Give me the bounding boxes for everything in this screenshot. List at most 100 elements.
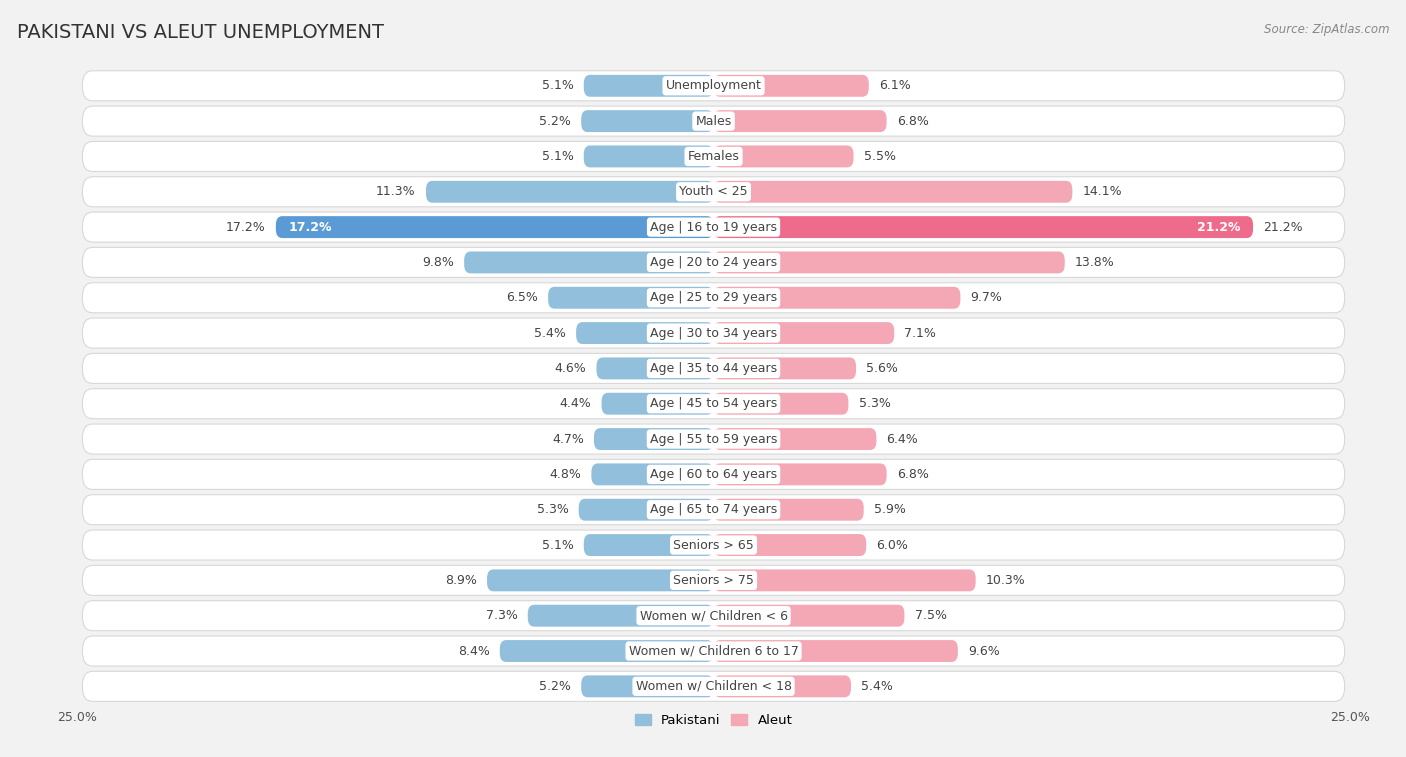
FancyBboxPatch shape — [714, 534, 866, 556]
Text: Age | 16 to 19 years: Age | 16 to 19 years — [650, 220, 778, 234]
FancyBboxPatch shape — [486, 569, 714, 591]
Text: 4.8%: 4.8% — [550, 468, 581, 481]
FancyBboxPatch shape — [83, 248, 1344, 278]
FancyBboxPatch shape — [83, 212, 1344, 242]
FancyBboxPatch shape — [593, 428, 714, 450]
Text: 4.7%: 4.7% — [553, 432, 583, 446]
FancyBboxPatch shape — [714, 251, 1064, 273]
FancyBboxPatch shape — [83, 565, 1344, 595]
Text: 6.4%: 6.4% — [887, 432, 918, 446]
Text: 5.4%: 5.4% — [534, 326, 567, 340]
Text: 5.6%: 5.6% — [866, 362, 898, 375]
Text: 5.1%: 5.1% — [541, 79, 574, 92]
Text: Source: ZipAtlas.com: Source: ZipAtlas.com — [1264, 23, 1389, 36]
Text: 5.9%: 5.9% — [875, 503, 905, 516]
Text: 8.4%: 8.4% — [458, 644, 489, 658]
FancyBboxPatch shape — [426, 181, 714, 203]
Text: Women w/ Children 6 to 17: Women w/ Children 6 to 17 — [628, 644, 799, 658]
FancyBboxPatch shape — [83, 530, 1344, 560]
FancyBboxPatch shape — [583, 145, 714, 167]
Text: Age | 55 to 59 years: Age | 55 to 59 years — [650, 432, 778, 446]
FancyBboxPatch shape — [83, 671, 1344, 702]
Text: 10.3%: 10.3% — [986, 574, 1025, 587]
FancyBboxPatch shape — [83, 283, 1344, 313]
Text: 13.8%: 13.8% — [1076, 256, 1115, 269]
Legend: Pakistani, Aleut: Pakistani, Aleut — [630, 709, 797, 732]
Text: 4.4%: 4.4% — [560, 397, 592, 410]
FancyBboxPatch shape — [581, 675, 714, 697]
FancyBboxPatch shape — [714, 145, 853, 167]
Text: 6.1%: 6.1% — [879, 79, 911, 92]
FancyBboxPatch shape — [83, 354, 1344, 384]
FancyBboxPatch shape — [714, 428, 876, 450]
FancyBboxPatch shape — [583, 75, 714, 97]
FancyBboxPatch shape — [83, 177, 1344, 207]
FancyBboxPatch shape — [714, 181, 1073, 203]
FancyBboxPatch shape — [83, 389, 1344, 419]
FancyBboxPatch shape — [276, 217, 714, 238]
Text: 9.7%: 9.7% — [970, 291, 1002, 304]
Text: 6.5%: 6.5% — [506, 291, 538, 304]
Text: Age | 25 to 29 years: Age | 25 to 29 years — [650, 291, 778, 304]
Text: Women w/ Children < 6: Women w/ Children < 6 — [640, 609, 787, 622]
FancyBboxPatch shape — [83, 636, 1344, 666]
Text: 5.1%: 5.1% — [541, 150, 574, 163]
Text: Age | 65 to 74 years: Age | 65 to 74 years — [650, 503, 778, 516]
Text: Age | 45 to 54 years: Age | 45 to 54 years — [650, 397, 778, 410]
FancyBboxPatch shape — [714, 640, 957, 662]
Text: 6.8%: 6.8% — [897, 468, 928, 481]
FancyBboxPatch shape — [714, 463, 887, 485]
FancyBboxPatch shape — [602, 393, 714, 415]
Text: Women w/ Children < 18: Women w/ Children < 18 — [636, 680, 792, 693]
FancyBboxPatch shape — [714, 499, 863, 521]
Text: Age | 20 to 24 years: Age | 20 to 24 years — [650, 256, 778, 269]
Text: Seniors > 65: Seniors > 65 — [673, 538, 754, 552]
FancyBboxPatch shape — [83, 495, 1344, 525]
Text: 21.2%: 21.2% — [1197, 220, 1240, 234]
Text: 9.6%: 9.6% — [969, 644, 1000, 658]
FancyBboxPatch shape — [83, 601, 1344, 631]
Text: 8.9%: 8.9% — [444, 574, 477, 587]
FancyBboxPatch shape — [714, 675, 851, 697]
FancyBboxPatch shape — [581, 111, 714, 132]
FancyBboxPatch shape — [592, 463, 714, 485]
FancyBboxPatch shape — [714, 322, 894, 344]
Text: 5.4%: 5.4% — [860, 680, 893, 693]
Text: Females: Females — [688, 150, 740, 163]
Text: Males: Males — [696, 114, 731, 128]
FancyBboxPatch shape — [83, 106, 1344, 136]
Text: Age | 60 to 64 years: Age | 60 to 64 years — [650, 468, 778, 481]
Text: Unemployment: Unemployment — [665, 79, 762, 92]
FancyBboxPatch shape — [596, 357, 714, 379]
Text: 17.2%: 17.2% — [288, 220, 332, 234]
FancyBboxPatch shape — [714, 393, 848, 415]
FancyBboxPatch shape — [583, 534, 714, 556]
Text: 17.2%: 17.2% — [226, 220, 266, 234]
Text: 11.3%: 11.3% — [377, 185, 416, 198]
Text: 5.2%: 5.2% — [538, 680, 571, 693]
FancyBboxPatch shape — [83, 459, 1344, 490]
Text: Seniors > 75: Seniors > 75 — [673, 574, 754, 587]
FancyBboxPatch shape — [499, 640, 714, 662]
Text: 6.8%: 6.8% — [897, 114, 928, 128]
Text: 9.8%: 9.8% — [422, 256, 454, 269]
FancyBboxPatch shape — [714, 605, 904, 627]
Text: 7.5%: 7.5% — [914, 609, 946, 622]
Text: 5.3%: 5.3% — [859, 397, 890, 410]
FancyBboxPatch shape — [83, 142, 1344, 172]
Text: Age | 30 to 34 years: Age | 30 to 34 years — [650, 326, 778, 340]
Text: Age | 35 to 44 years: Age | 35 to 44 years — [650, 362, 778, 375]
Text: Youth < 25: Youth < 25 — [679, 185, 748, 198]
FancyBboxPatch shape — [464, 251, 714, 273]
Text: 14.1%: 14.1% — [1083, 185, 1122, 198]
FancyBboxPatch shape — [579, 499, 714, 521]
Text: 7.3%: 7.3% — [485, 609, 517, 622]
FancyBboxPatch shape — [714, 111, 887, 132]
FancyBboxPatch shape — [714, 357, 856, 379]
Text: 5.2%: 5.2% — [538, 114, 571, 128]
Text: 4.6%: 4.6% — [554, 362, 586, 375]
Text: 5.3%: 5.3% — [537, 503, 568, 516]
FancyBboxPatch shape — [714, 569, 976, 591]
FancyBboxPatch shape — [576, 322, 714, 344]
FancyBboxPatch shape — [83, 424, 1344, 454]
